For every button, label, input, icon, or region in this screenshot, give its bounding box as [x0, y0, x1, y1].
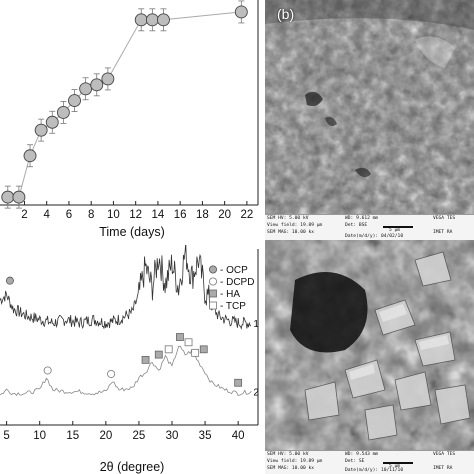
xrd-phase-marker-ha: [141, 355, 150, 364]
kinetics-data-point: [79, 77, 93, 101]
sem-bottom-texture: [265, 240, 474, 450]
xrd-legend: - OCP- DCPD- HA- TCP: [208, 265, 254, 312]
kinetics-x-ticks: 2 4 6 8 10 12 14 16 18 20 22: [21, 201, 253, 221]
xrd-phase-marker-tcp: [184, 338, 193, 347]
kinetics-x-tick-label: 2: [21, 209, 27, 221]
sem-top-brand: VEGA TES: [433, 216, 456, 221]
xrd-x-tick-label: 20: [99, 430, 112, 442]
xrd-pattern-2: [0, 345, 252, 397]
sem-bottom-detector: Det: SE: [345, 459, 365, 464]
xrd-pattern-lines: 12: [0, 245, 259, 399]
kinetics-data-point: [34, 118, 48, 142]
sem-top-institute: IMET RA: [433, 230, 453, 235]
xrd-chart: 12 5 10 15 20 25 30 35 40 - OCP- DCPD- HA- TCP …: [0, 245, 259, 474]
kinetics-x-tick-label: 22: [240, 209, 253, 221]
kinetics-series-line: [7, 11, 242, 198]
kinetics-chart: 2 4 6 8 10 12 14 16 18 20 22 Time (days): [0, 0, 259, 239]
sem-bottom-date: Date(m/d/y): 10/11/10: [345, 468, 404, 473]
sem-bottom-institute: IMET RA: [433, 466, 453, 471]
sem-top-wd: WD: 9.612 mm: [345, 216, 379, 221]
kinetics-x-tick-label: 14: [152, 209, 165, 221]
xrd-legend-marker: [208, 265, 217, 274]
panel-label-b: (b): [277, 6, 295, 22]
kinetics-x-tick-label: 18: [196, 209, 209, 221]
kinetics-x-tick-label: 4: [44, 209, 51, 221]
xrd-phase-marker-tcp: [191, 348, 200, 357]
xrd-x-tick-label: 30: [166, 430, 179, 442]
kinetics-data-point: [157, 8, 170, 32]
xrd-phase-marker-ha: [199, 345, 208, 354]
sem-top-info-bar: SEM HV: 5.00 kV WD: 9.612 mm VEGA TES Vi…: [265, 214, 474, 240]
kinetics-data-point: [45, 110, 59, 134]
xrd-legend-label: - DCPD: [220, 277, 254, 288]
kinetics-data-point: [68, 89, 81, 112]
sem-top-mag: SEM MAG: 10.00 kx: [267, 230, 315, 235]
xrd-x-axis-label: 2θ (degree): [100, 460, 165, 474]
kinetics-x-tick-label: 8: [88, 209, 94, 221]
kinetics-x-axis-label: Time (days): [99, 225, 165, 239]
kinetics-x-tick-label: 20: [218, 209, 231, 221]
xrd-x-tick-label: 15: [66, 430, 79, 442]
xrd-phase-marker-ha: [176, 333, 184, 341]
xrd-legend-marker: [208, 277, 217, 286]
sem-top-scale-label: 5 µm: [389, 228, 401, 233]
xrd-phase-marker-ocp: [5, 276, 14, 285]
kinetics-data-point: [23, 144, 37, 168]
kinetics-data-point: [145, 8, 159, 32]
xrd-phase-markers: [5, 276, 243, 387]
sem-bottom-hv: SEM HV: 5.00 kV: [267, 452, 309, 457]
xrd-x-ticks: 5 10 15 20 25 30 35 40: [3, 421, 245, 442]
sem-top-hv: SEM HV: 5.00 kV: [267, 216, 309, 221]
xrd-phase-marker-dcpd: [107, 369, 116, 378]
kinetics-data-point: [56, 101, 70, 124]
kinetics-x-tick-label: 10: [107, 209, 120, 221]
kinetics-data-point: [12, 185, 26, 209]
xrd-phase-marker-dcpd: [43, 366, 52, 375]
sem-bottom-mag: SEM MAG: 10.00 kx: [267, 466, 315, 471]
sem-image-top: (b) SEM HV: 5.00 kV WD: 9.612 mm VEGA TE…: [265, 0, 474, 240]
sem-image-bottom: SEM HV: 5.00 kV WD: 9.543 mm VEGA TES Vi…: [265, 240, 474, 474]
sem-top-view-field: View field: 19.89 µm: [267, 223, 323, 228]
xrd-x-tick-label: 40: [232, 430, 245, 442]
xrd-x-tick-label: 5: [3, 430, 9, 442]
xrd-axes: [0, 249, 259, 426]
xrd-legend-marker: [209, 289, 217, 298]
sem-bottom-brand: VEGA TES: [433, 452, 456, 457]
kinetics-x-tick-label: 12: [129, 209, 142, 221]
kinetics-data-point: [134, 8, 148, 32]
xrd-legend-label: - HA: [220, 289, 240, 300]
kinetics-data-point: [90, 73, 104, 97]
sem-bottom-view-field: View field: 19.89 µm: [267, 459, 323, 464]
xrd-phase-marker-tcp: [164, 345, 173, 354]
xrd-pattern-label: 1: [253, 319, 259, 330]
xrd-pattern-1: [0, 245, 252, 331]
xrd-pattern-label: 2: [253, 388, 259, 399]
xrd-x-tick-label: 10: [33, 430, 46, 442]
sem-bottom-info-bar: SEM HV: 5.00 kV WD: 9.543 mm VEGA TES Vi…: [265, 450, 474, 474]
kinetics-data-point: [1, 185, 15, 209]
sem-top-texture: [265, 0, 474, 214]
kinetics-x-tick-label: 6: [66, 209, 72, 221]
kinetics-data-point: [234, 0, 248, 24]
xrd-legend-label: - OCP: [220, 265, 248, 276]
kinetics-x-tick-label: 16: [174, 209, 187, 221]
xrd-x-tick-label: 25: [133, 430, 146, 442]
kinetics-line: [7, 11, 242, 198]
xrd-legend-marker: [209, 301, 217, 310]
xrd-phase-marker-ha: [234, 378, 243, 387]
sem-top-scale-bar: [383, 226, 413, 228]
xrd-phase-marker-ha: [154, 350, 163, 359]
sem-bottom-wd: WD: 9.543 mm: [345, 452, 379, 457]
kinetics-axes: [0, 0, 259, 206]
xrd-x-tick-label: 35: [199, 430, 212, 442]
sem-bottom-scale-bar: [383, 462, 413, 464]
sem-bottom-scale-label: 5 µm: [389, 464, 401, 469]
xrd-legend-label: - TCP: [220, 301, 246, 312]
kinetics-data-point: [101, 67, 115, 91]
sem-top-date: Date(m/d/y): 04/02/10: [345, 234, 404, 239]
kinetics-points: [1, 0, 248, 209]
sem-top-detector: Det: BSE: [345, 223, 368, 228]
